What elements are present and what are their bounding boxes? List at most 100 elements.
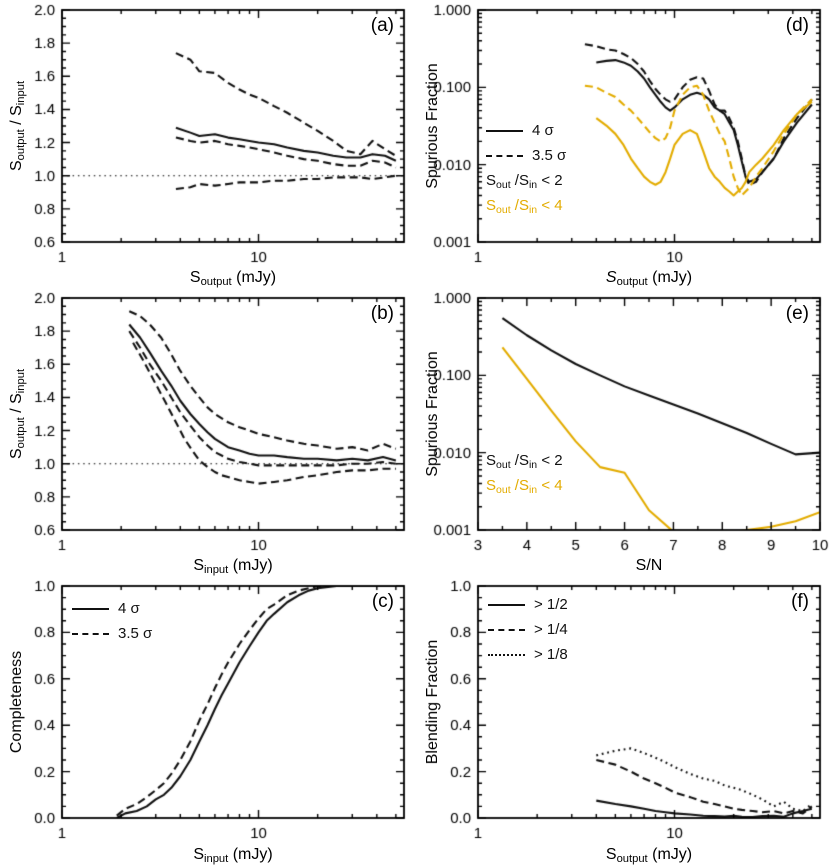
label-text: < 4	[537, 477, 563, 494]
label-text: (mJy)	[231, 269, 277, 286]
label-subscript: in	[528, 458, 538, 471]
legend-label: 3.5 σ	[532, 147, 566, 164]
panel-e-legend: Sout /Sin < 2 Sout /Sin < 4	[486, 448, 563, 498]
legend-row: Sout /Sin < 4	[486, 473, 563, 498]
label-text: /S	[510, 452, 529, 469]
legend-row: 3.5 σ	[72, 621, 152, 646]
label-subscript: input	[14, 80, 27, 106]
label-subscript: output	[616, 275, 648, 288]
label-text: (mJy)	[647, 846, 693, 863]
panel-a-plot-canvas	[0, 0, 415, 288]
legend-line-sample-dashed	[72, 632, 109, 635]
legend-row: Sout /Sin < 4	[486, 193, 566, 218]
panel-e-y-axis-label: Spurious Fraction	[424, 351, 442, 476]
panel-c-y-axis-label: Completeness	[8, 651, 26, 753]
label-text: > 1/2	[534, 596, 568, 613]
label-subscript: out	[496, 458, 511, 471]
label-text: (mJy)	[647, 269, 693, 286]
label-text: Spurious Fraction	[424, 63, 441, 189]
label-text: S	[605, 269, 617, 286]
label-text: > 1/4	[534, 621, 568, 638]
legend-line-sample-solid	[72, 607, 109, 610]
legend-label: Sout /Sin < 2	[486, 452, 563, 471]
panel-a-x-axis-label: Soutput (mJy)	[189, 269, 277, 288]
label-text: S	[605, 846, 617, 863]
legend-line-sample-dashed	[488, 628, 525, 631]
label-text: 3.5 σ	[118, 625, 153, 642]
legend-row: > 1/4	[488, 617, 568, 642]
label-text: /S	[510, 172, 529, 189]
label-subscript: output	[616, 852, 648, 865]
label-text: > 1/8	[534, 646, 568, 663]
label-text: < 2	[537, 172, 563, 189]
label-subscript: input	[203, 852, 229, 865]
panel-f-x-axis-label: Soutput (mJy)	[605, 846, 693, 865]
panel-d-legend: 4 σ 3.5 σ Sout /Sin < 2 Sout /Sin < 4	[486, 118, 566, 218]
panel-d-y-axis-label: Spurious Fraction	[424, 63, 442, 188]
legend-label: Sout /Sin < 4	[486, 197, 563, 216]
panel-e-plot-canvas	[416, 288, 831, 576]
legend-label: 4 σ	[118, 600, 140, 617]
panel-f-plot-canvas	[416, 576, 831, 864]
panel-e-letter: (e)	[785, 303, 809, 324]
label-text: S	[193, 846, 204, 863]
label-subscript: output	[200, 275, 232, 288]
panel-c-legend: 4 σ 3.5 σ	[72, 596, 152, 646]
legend-line-sample-solid	[486, 129, 523, 132]
label-subscript: in	[528, 178, 538, 191]
panel-b-letter: (b)	[370, 303, 394, 324]
panel-f-letter: (f)	[791, 591, 809, 612]
legend-label: 3.5 σ	[118, 625, 152, 642]
label-subscript: output	[14, 129, 27, 161]
panel-a-letter: (a)	[370, 15, 394, 36]
label-subscript: output	[14, 417, 27, 449]
legend-label: > 1/8	[534, 646, 568, 663]
legend-label: Sout /Sin < 2	[486, 172, 563, 191]
label-subscript: out	[496, 178, 511, 191]
legend-row: 3.5 σ	[486, 143, 566, 168]
panel-c: Completeness Sinput (mJy) (c) 4 σ 3.5 σ	[0, 576, 416, 865]
label-text: S	[486, 197, 497, 214]
label-text: Completeness	[8, 650, 25, 754]
legend-row: > 1/2	[488, 592, 568, 617]
panel-b-plot-canvas	[0, 288, 415, 576]
panel-d: Spurious Fraction Soutput (mJy) (d) 4 σ 3…	[416, 0, 831, 288]
label-subscript: input	[14, 368, 27, 394]
legend-row: 4 σ	[486, 118, 566, 143]
label-subscript: input	[203, 563, 229, 576]
label-text: S	[486, 477, 497, 494]
label-text: S	[486, 172, 497, 189]
label-subscript: in	[528, 483, 538, 496]
legend-label: Sout /Sin < 4	[486, 477, 563, 496]
panel-b: Soutput / Sinput Sinput (mJy) (b)	[0, 288, 416, 576]
label-text: < 4	[537, 197, 563, 214]
panel-f-y-axis-label: Blending Fraction	[424, 640, 442, 765]
legend-line-sample-dashed	[486, 154, 523, 157]
legend-line-sample-solid	[488, 603, 525, 606]
panel-a-y-axis-label: Soutput / Sinput	[8, 80, 27, 172]
label-text: S	[8, 448, 25, 460]
legend-line-sample-dotted	[488, 653, 525, 656]
label-subscript: out	[496, 483, 511, 496]
label-text: 4 σ	[118, 600, 140, 617]
panel-b-x-axis-label: Sinput (mJy)	[193, 557, 273, 576]
label-text: (mJy)	[228, 557, 273, 574]
panel-d-x-axis-label: Soutput (mJy)	[605, 269, 693, 288]
label-text: 4 σ	[532, 122, 554, 139]
legend-label: > 1/4	[534, 621, 568, 638]
panel-d-letter: (d)	[785, 15, 809, 36]
label-text: S	[8, 160, 25, 172]
label-text: S	[189, 269, 201, 286]
panel-b-y-axis-label: Soutput / Sinput	[8, 368, 27, 460]
label-subscript: in	[528, 203, 538, 216]
legend-row: > 1/8	[488, 642, 568, 667]
label-text: S	[193, 557, 204, 574]
label-text: / S	[8, 105, 25, 130]
panel-a: Soutput / Sinput Soutput (mJy) (a)	[0, 0, 416, 288]
legend-row: Sout /Sin < 2	[486, 448, 563, 473]
label-text: /S	[510, 477, 529, 494]
panel-f: Blending Fraction Soutput (mJy) (f) > 1/…	[416, 576, 831, 865]
legend-label: 4 σ	[532, 122, 554, 139]
label-text: 3.5 σ	[532, 147, 567, 164]
panel-f-legend: > 1/2 > 1/4 > 1/8	[488, 592, 568, 667]
